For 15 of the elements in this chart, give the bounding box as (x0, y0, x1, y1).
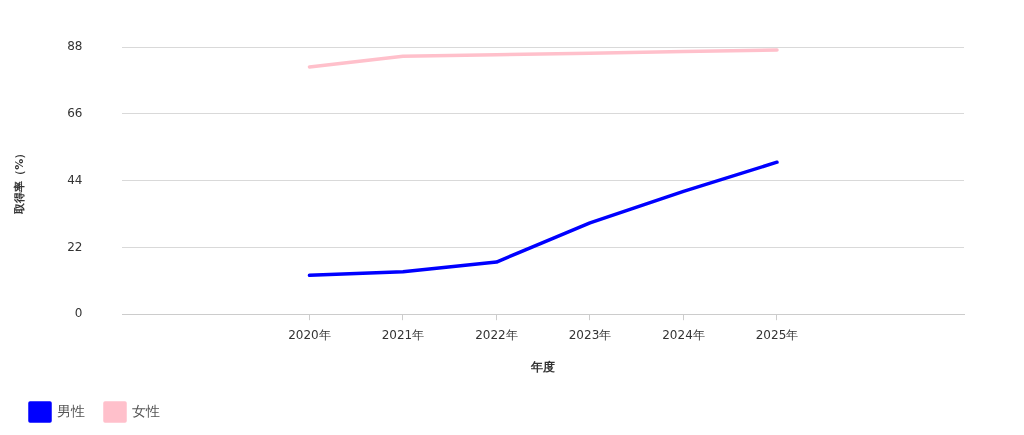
y-axis-title: 取得率（%） (13, 147, 27, 215)
x-tick-label: 2025年 (755, 327, 799, 342)
x-axis-title: 年度 (530, 359, 556, 374)
y-tick-label: 66 (67, 106, 83, 121)
x-tick-label: 2021年 (381, 327, 425, 342)
legend-label: 男性 (57, 402, 85, 419)
x-tick-label: 2022年 (475, 327, 518, 342)
x-tick-label: 2024年 (662, 327, 705, 342)
x-tick-label: 2023年 (568, 327, 612, 342)
x-tick-label: 2020年 (288, 327, 331, 342)
y-tick-label: 22 (67, 239, 83, 254)
legend-label: 女性 (132, 402, 160, 419)
y-tick-label: 88 (67, 39, 83, 54)
y-tick-label: 0 (74, 306, 83, 321)
y-tick-label: 44 (67, 172, 83, 187)
